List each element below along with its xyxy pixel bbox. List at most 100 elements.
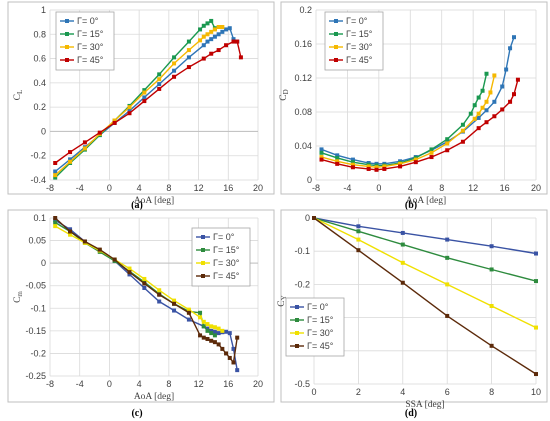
data-point	[350, 162, 355, 167]
data-point	[429, 150, 434, 155]
data-point	[201, 56, 206, 61]
data-point	[201, 23, 206, 28]
data-point	[205, 336, 210, 341]
data-point	[400, 242, 405, 247]
series-4	[319, 77, 520, 172]
data-point	[472, 116, 477, 121]
data-point	[142, 90, 147, 95]
data-point	[68, 232, 73, 237]
data-point	[209, 37, 214, 42]
data-point	[500, 84, 505, 89]
x-tick-label: 2	[356, 387, 361, 397]
series-line	[313, 217, 537, 282]
data-point	[172, 55, 177, 60]
data-point	[205, 326, 210, 331]
data-point	[127, 105, 132, 110]
data-point	[508, 99, 513, 104]
data-point	[82, 239, 87, 244]
data-point	[238, 55, 243, 60]
series-line	[313, 217, 537, 329]
data-point	[186, 55, 191, 60]
data-point	[198, 310, 203, 315]
data-point	[205, 39, 210, 44]
data-point	[220, 29, 225, 34]
x-tick-label: -4	[76, 379, 84, 389]
data-point	[224, 43, 229, 48]
data-point	[220, 25, 225, 29]
data-point	[472, 103, 477, 108]
y-tick-label: 0.4	[33, 78, 46, 88]
x-tick-label: 16	[223, 379, 233, 389]
y-tick-label: 0	[307, 175, 312, 185]
legend-swatch-marker	[334, 58, 338, 62]
data-point	[445, 255, 450, 260]
data-point	[142, 88, 147, 93]
panel-caption: (b)	[405, 200, 417, 211]
data-point	[216, 48, 221, 53]
y-tick-label: -0.25	[25, 371, 46, 381]
data-point	[212, 34, 217, 39]
data-point	[356, 229, 361, 234]
data-point	[216, 331, 221, 336]
data-point	[484, 71, 489, 76]
data-point	[157, 299, 162, 304]
legend-swatch-marker	[295, 305, 299, 309]
data-point	[157, 77, 162, 82]
legend: Γ= 0° Γ= 15° Γ= 30° Γ= 45°	[324, 11, 384, 71]
x-tick-label: 8	[489, 387, 494, 397]
data-point	[335, 159, 340, 164]
y-tick-label: 1	[41, 5, 46, 15]
y-axis-label: CY	[277, 295, 288, 306]
data-point	[350, 157, 355, 162]
series-3	[319, 73, 497, 170]
data-point	[400, 280, 405, 285]
x-tick-label: 8	[166, 379, 171, 389]
legend-swatch-marker	[201, 261, 205, 265]
x-tick-label: -8	[312, 183, 320, 193]
data-point	[53, 218, 58, 223]
data-point	[312, 216, 316, 220]
x-tick-label: 16	[223, 183, 233, 193]
legend-entry-label: Γ= 45°	[307, 341, 334, 351]
x-tick-label: 0	[107, 379, 112, 389]
x-tick-label: 12	[194, 183, 204, 193]
data-point	[512, 92, 516, 97]
data-point	[216, 342, 221, 347]
data-point	[445, 282, 450, 287]
data-point	[172, 298, 177, 303]
y-tick-label: -0.1	[30, 303, 46, 313]
data-point	[476, 95, 481, 100]
y-tick-label: 0.2	[33, 102, 46, 112]
data-point	[429, 155, 434, 160]
legend-entry-label: Γ= 30°	[346, 42, 373, 52]
y-tick-label: 0.1	[33, 213, 46, 223]
data-point	[198, 315, 203, 320]
data-point	[205, 328, 210, 333]
legend-swatch-marker	[201, 248, 205, 252]
data-point	[216, 32, 221, 37]
data-point	[82, 140, 87, 145]
x-tick-label: 12	[194, 379, 204, 389]
data-point	[127, 111, 132, 116]
data-point	[53, 175, 58, 180]
data-point	[112, 120, 117, 125]
data-point	[186, 310, 191, 315]
legend-swatch-marker	[334, 32, 338, 36]
data-point	[500, 107, 505, 112]
data-point	[212, 27, 217, 32]
panel-caption: (a)	[131, 200, 143, 211]
data-point	[172, 308, 177, 313]
panel-frame	[280, 1, 548, 195]
legend-swatch-marker	[334, 45, 338, 49]
data-point	[413, 160, 418, 165]
data-point	[445, 237, 450, 242]
series-line	[313, 217, 537, 375]
data-point	[504, 67, 509, 72]
legend-swatch-marker	[65, 58, 69, 62]
series-4	[53, 39, 243, 165]
y-tick-label: 0.6	[33, 54, 46, 64]
data-point	[335, 155, 340, 160]
y-tick-label: -0.05	[25, 281, 46, 291]
y-tick-label: -0.4	[30, 175, 46, 185]
data-point	[212, 333, 217, 338]
